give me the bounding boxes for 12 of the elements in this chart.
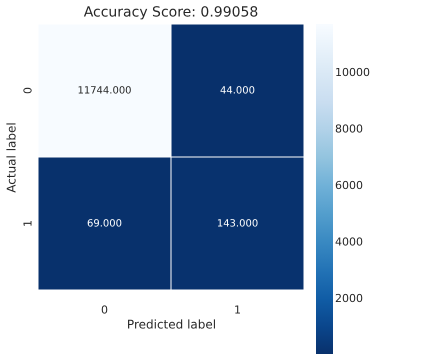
data-label: 69.000 xyxy=(87,218,122,230)
data-label: 11744.000 xyxy=(77,86,132,96)
color-bar-label: 10000 xyxy=(335,66,370,80)
data-label: 143.000 xyxy=(216,218,258,230)
x-axis-title: Predicted label xyxy=(126,318,216,332)
y-axis-title: Actual label xyxy=(4,122,18,193)
color-bar-label: 8000 xyxy=(335,122,363,136)
chart-title: Accuracy Score: 0.99058 xyxy=(84,4,258,20)
color-bar-label: 6000 xyxy=(335,179,363,192)
color-bar-label: 4000 xyxy=(335,235,363,248)
data-label: 44.000 xyxy=(220,86,255,96)
color-bar-label: 2000 xyxy=(335,292,363,305)
